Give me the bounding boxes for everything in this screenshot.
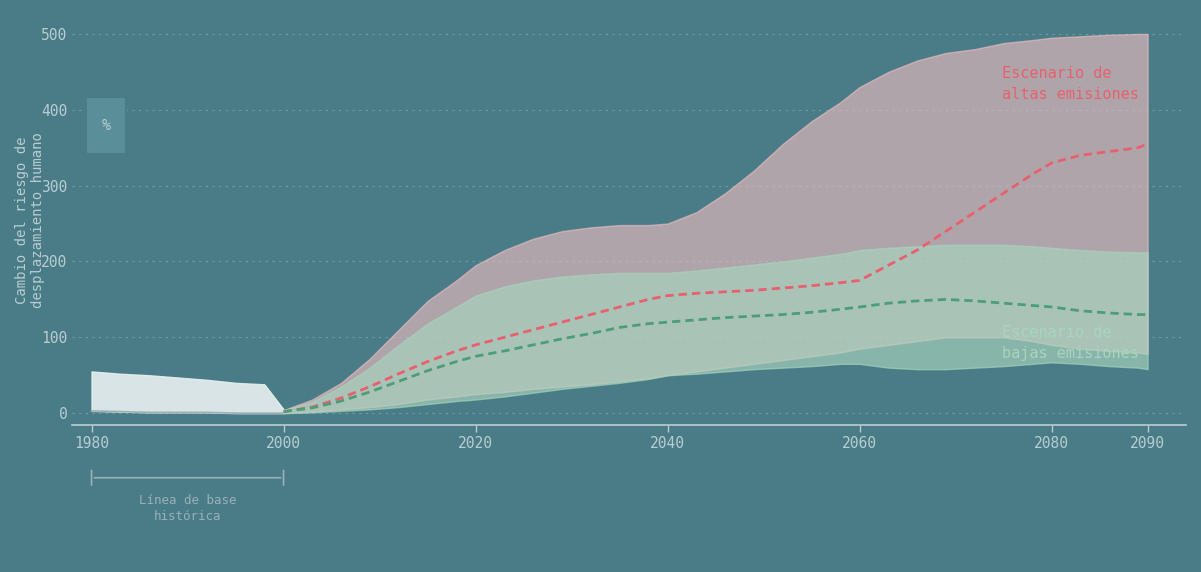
Text: Escenario de
altas emisiones: Escenario de altas emisiones	[1003, 66, 1139, 102]
Y-axis label: Cambio del riesgo de
desplazamiento humano: Cambio del riesgo de desplazamiento huma…	[14, 132, 46, 308]
Text: %: %	[102, 118, 110, 133]
Text: Línea de base
histórica: Línea de base histórica	[139, 494, 237, 523]
Text: Escenario de
bajas emisiones: Escenario de bajas emisiones	[1003, 325, 1139, 360]
